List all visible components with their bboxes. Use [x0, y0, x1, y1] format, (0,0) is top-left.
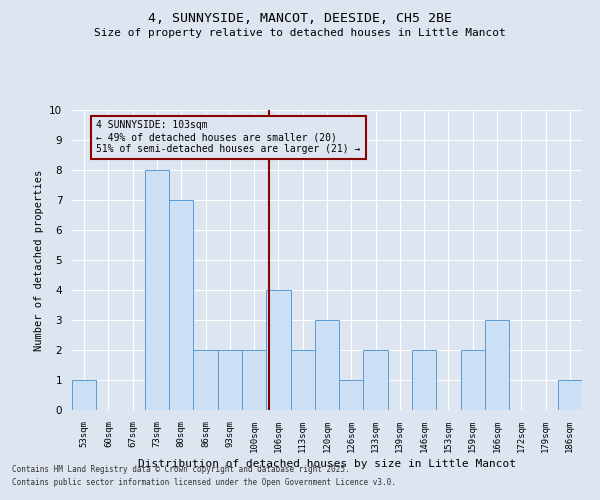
Text: Contains public sector information licensed under the Open Government Licence v3: Contains public sector information licen…: [12, 478, 396, 487]
Text: Size of property relative to detached houses in Little Mancot: Size of property relative to detached ho…: [94, 28, 506, 38]
Bar: [193, 350, 218, 410]
Bar: [242, 350, 266, 410]
Bar: [218, 350, 242, 410]
Bar: [485, 320, 509, 410]
Bar: [339, 380, 364, 410]
Text: 4, SUNNYSIDE, MANCOT, DEESIDE, CH5 2BE: 4, SUNNYSIDE, MANCOT, DEESIDE, CH5 2BE: [148, 12, 452, 26]
Text: Contains HM Land Registry data © Crown copyright and database right 2025.: Contains HM Land Registry data © Crown c…: [12, 466, 350, 474]
Bar: [461, 350, 485, 410]
Bar: [412, 350, 436, 410]
Bar: [72, 380, 96, 410]
Bar: [169, 200, 193, 410]
X-axis label: Distribution of detached houses by size in Little Mancot: Distribution of detached houses by size …: [138, 459, 516, 469]
Bar: [315, 320, 339, 410]
Bar: [558, 380, 582, 410]
Bar: [266, 290, 290, 410]
Y-axis label: Number of detached properties: Number of detached properties: [34, 170, 44, 350]
Bar: [364, 350, 388, 410]
Text: 4 SUNNYSIDE: 103sqm
← 49% of detached houses are smaller (20)
51% of semi-detach: 4 SUNNYSIDE: 103sqm ← 49% of detached ho…: [96, 120, 361, 154]
Bar: [290, 350, 315, 410]
Bar: [145, 170, 169, 410]
